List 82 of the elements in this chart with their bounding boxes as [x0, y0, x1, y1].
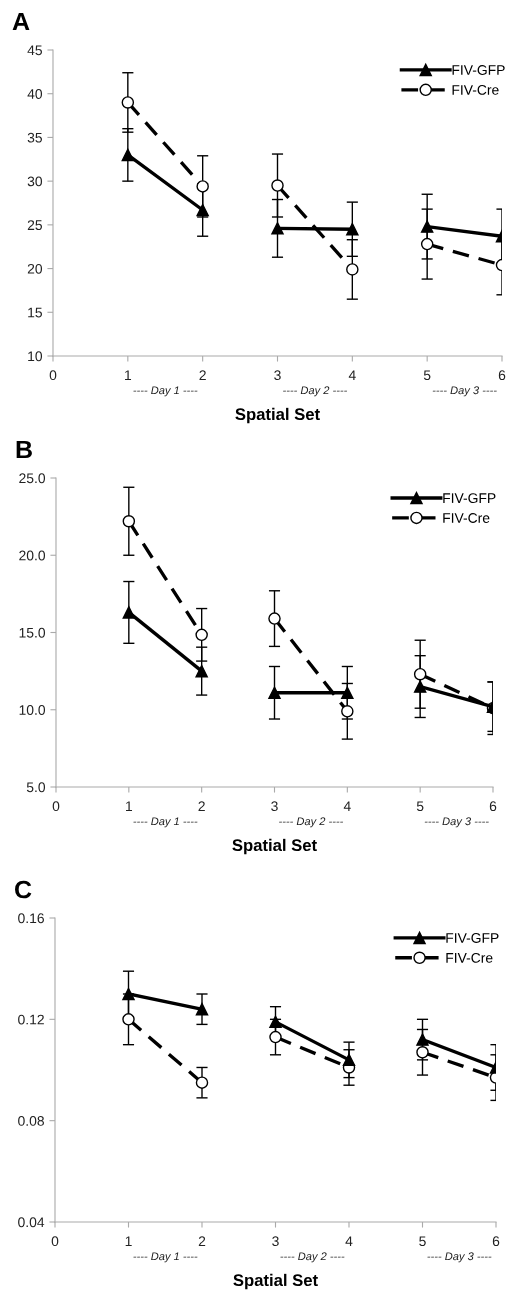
text: ---- Day 2 ---- — [279, 817, 344, 828]
x-axis-title: Spatial Set — [235, 407, 320, 424]
y-tick-label: 20.0 — [19, 550, 46, 561]
legend-label: FIV-Cre — [443, 513, 490, 523]
point — [341, 686, 354, 700]
x-tick-label: 6 — [498, 370, 506, 381]
x-tick-label: 4 — [348, 370, 356, 380]
chart-title: A — [12, 12, 30, 31]
x-axis-title: Spatial Set — [233, 1273, 318, 1290]
x-tick-label: 4 — [345, 1236, 353, 1246]
y-tick-label: 45 — [27, 45, 42, 56]
chart-title: C — [15, 880, 32, 899]
y-tick-label: 0.16 — [18, 913, 44, 924]
y-tick-label: 25 — [27, 220, 42, 231]
point — [195, 628, 208, 642]
point — [346, 222, 359, 236]
y-tick-label: 30 — [27, 176, 43, 187]
y-tick-label: 20 — [27, 263, 43, 274]
x-tick-label: 3 — [271, 801, 278, 812]
y-tick-label: 15.0 — [19, 627, 46, 638]
text: ---- Day 1 ---- — [133, 817, 198, 828]
x-tick-label: 5 — [419, 1236, 426, 1247]
legend-label: FIV-GFP — [452, 65, 505, 75]
point — [342, 1053, 356, 1067]
y-tick-label: 40 — [27, 89, 43, 99]
x-tick-label: 0 — [52, 801, 60, 812]
point — [271, 179, 284, 192]
x-tick-label: 0 — [51, 1236, 59, 1247]
x-tick-label: 5 — [423, 370, 431, 381]
x-tick-label: 5 — [416, 801, 424, 812]
point — [122, 515, 136, 528]
y-tick-label: 0.08 — [18, 1116, 44, 1126]
point — [346, 263, 359, 276]
x-tick-label: 2 — [198, 801, 205, 811]
point — [196, 203, 209, 217]
x-tick-label: 0 — [49, 370, 57, 381]
text: ---- Day 1 ---- — [133, 386, 198, 397]
x-tick-label: 4 — [343, 801, 351, 811]
text: ---- Day 3 ---- — [424, 817, 489, 828]
y-tick-label: 5.0 — [26, 782, 46, 793]
y-tick-label: 0.12 — [18, 1014, 44, 1025]
point — [268, 686, 281, 700]
legend-label: FIV-Cre — [446, 952, 493, 963]
point — [195, 1002, 209, 1016]
y-tick-label: 10 — [28, 351, 43, 362]
y-tick-label: 0.04 — [18, 1217, 45, 1228]
x-tick-label: 3 — [272, 1236, 279, 1247]
point — [195, 1076, 209, 1089]
text: ---- Day 2 ---- — [280, 1252, 345, 1263]
text: ---- Day 3 ---- — [432, 386, 497, 397]
legend-label: FIV-GFP — [443, 493, 496, 504]
y-tick-label: 15 — [28, 307, 42, 318]
y-tick-label: 25.0 — [19, 473, 46, 484]
legend-label: FIV-Cre — [452, 84, 499, 95]
x-tick-label: 2 — [198, 1236, 206, 1246]
chart-title: B — [16, 440, 32, 459]
point — [122, 1013, 135, 1026]
point — [268, 612, 281, 625]
x-tick-label: 6 — [489, 801, 497, 812]
point — [195, 664, 208, 678]
point — [122, 606, 136, 619]
point — [269, 1015, 282, 1029]
point — [122, 987, 135, 1001]
x-tick-label: 2 — [199, 370, 206, 380]
text: ---- Day 1 ---- — [133, 1252, 198, 1263]
x-tick-label: 1 — [125, 370, 132, 380]
x-tick-label: 1 — [126, 801, 133, 811]
x-tick-label: 3 — [274, 370, 281, 381]
text: ---- Day 2 ---- — [283, 386, 348, 397]
y-tick-label: 10.0 — [19, 705, 46, 715]
point — [121, 148, 135, 162]
point — [121, 96, 135, 109]
point — [341, 705, 354, 718]
x-tick-label: 1 — [125, 1236, 132, 1246]
y-tick-label: 35 — [27, 132, 42, 143]
point — [269, 1030, 282, 1044]
text: ---- Day 3 ---- — [427, 1252, 492, 1263]
x-axis-title: Spatial Set — [232, 838, 317, 855]
legend-label: FIV-GFP — [446, 933, 499, 943]
point — [196, 180, 209, 193]
point — [271, 222, 284, 235]
x-tick-label: 6 — [492, 1236, 500, 1247]
